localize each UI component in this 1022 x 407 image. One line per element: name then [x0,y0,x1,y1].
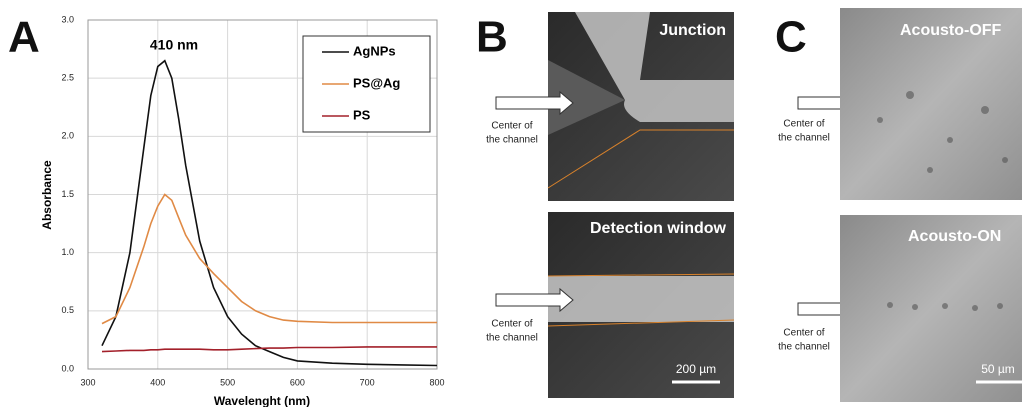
pointer-label: Center of [783,328,824,339]
panel-label: B [476,13,508,62]
pointer-label: the channel [486,333,538,344]
legend-label: AgNPs [353,43,396,58]
channel [548,60,625,135]
panel-title: Acousto-OFF [900,22,1002,39]
pointer-label: Center of [491,121,532,132]
panel-title: Detection window [590,220,727,237]
micrograph [840,215,1022,402]
pointer-label: Center of [783,119,824,130]
particles [877,91,1008,311]
x-tick-label: 400 [150,377,165,387]
channel-edge [547,129,734,189]
data-line [101,193,437,325]
pointer-label: Center of [491,319,532,330]
data-line [101,59,438,367]
scale-label: 200 µm [676,362,716,376]
x-tick-label: 300 [80,377,95,387]
panel-label: C [775,13,807,62]
channel [548,276,734,322]
pointer-label: the channel [778,342,830,353]
y-tick-label: 0.5 [61,305,74,315]
y-tick-label: 2.0 [61,131,74,141]
pointer-label: the channel [778,133,830,144]
y-tick-label: 1.0 [61,247,74,257]
panel-title: Junction [659,22,726,39]
y-tick-label: 1.5 [61,189,74,199]
channel-edge [547,273,735,277]
y-axis-label: Absorbance [40,160,54,230]
x-tick-label: 800 [429,377,444,387]
channel [575,12,734,122]
scale-label: 50 µm [981,362,1015,376]
plot-frame [87,19,438,370]
data-line [101,346,437,353]
channel-edge [547,319,735,327]
pointer-label: the channel [486,135,538,146]
x-tick-label: 600 [290,377,305,387]
panel-title: Acousto-ON [908,228,1001,245]
legend-label: PS [353,107,371,122]
plot: 0.0 0.5 1.0 1.5 2.0 2.5 3.0 300 400 500 600 700 800 A… [61,14,444,387]
x-tick-label: 700 [360,377,375,387]
x-axis-label: Wavelenght (nm) [214,394,310,407]
y-tick-label: 0.0 [61,363,74,373]
y-tick-label: 3.0 [61,14,74,24]
annotation: 410 nm [150,37,198,53]
legend-label: PS@Ag [353,75,400,90]
x-tick-label: 500 [220,377,235,387]
panel-label: A [8,13,40,62]
y-tick-label: 2.5 [61,73,74,83]
